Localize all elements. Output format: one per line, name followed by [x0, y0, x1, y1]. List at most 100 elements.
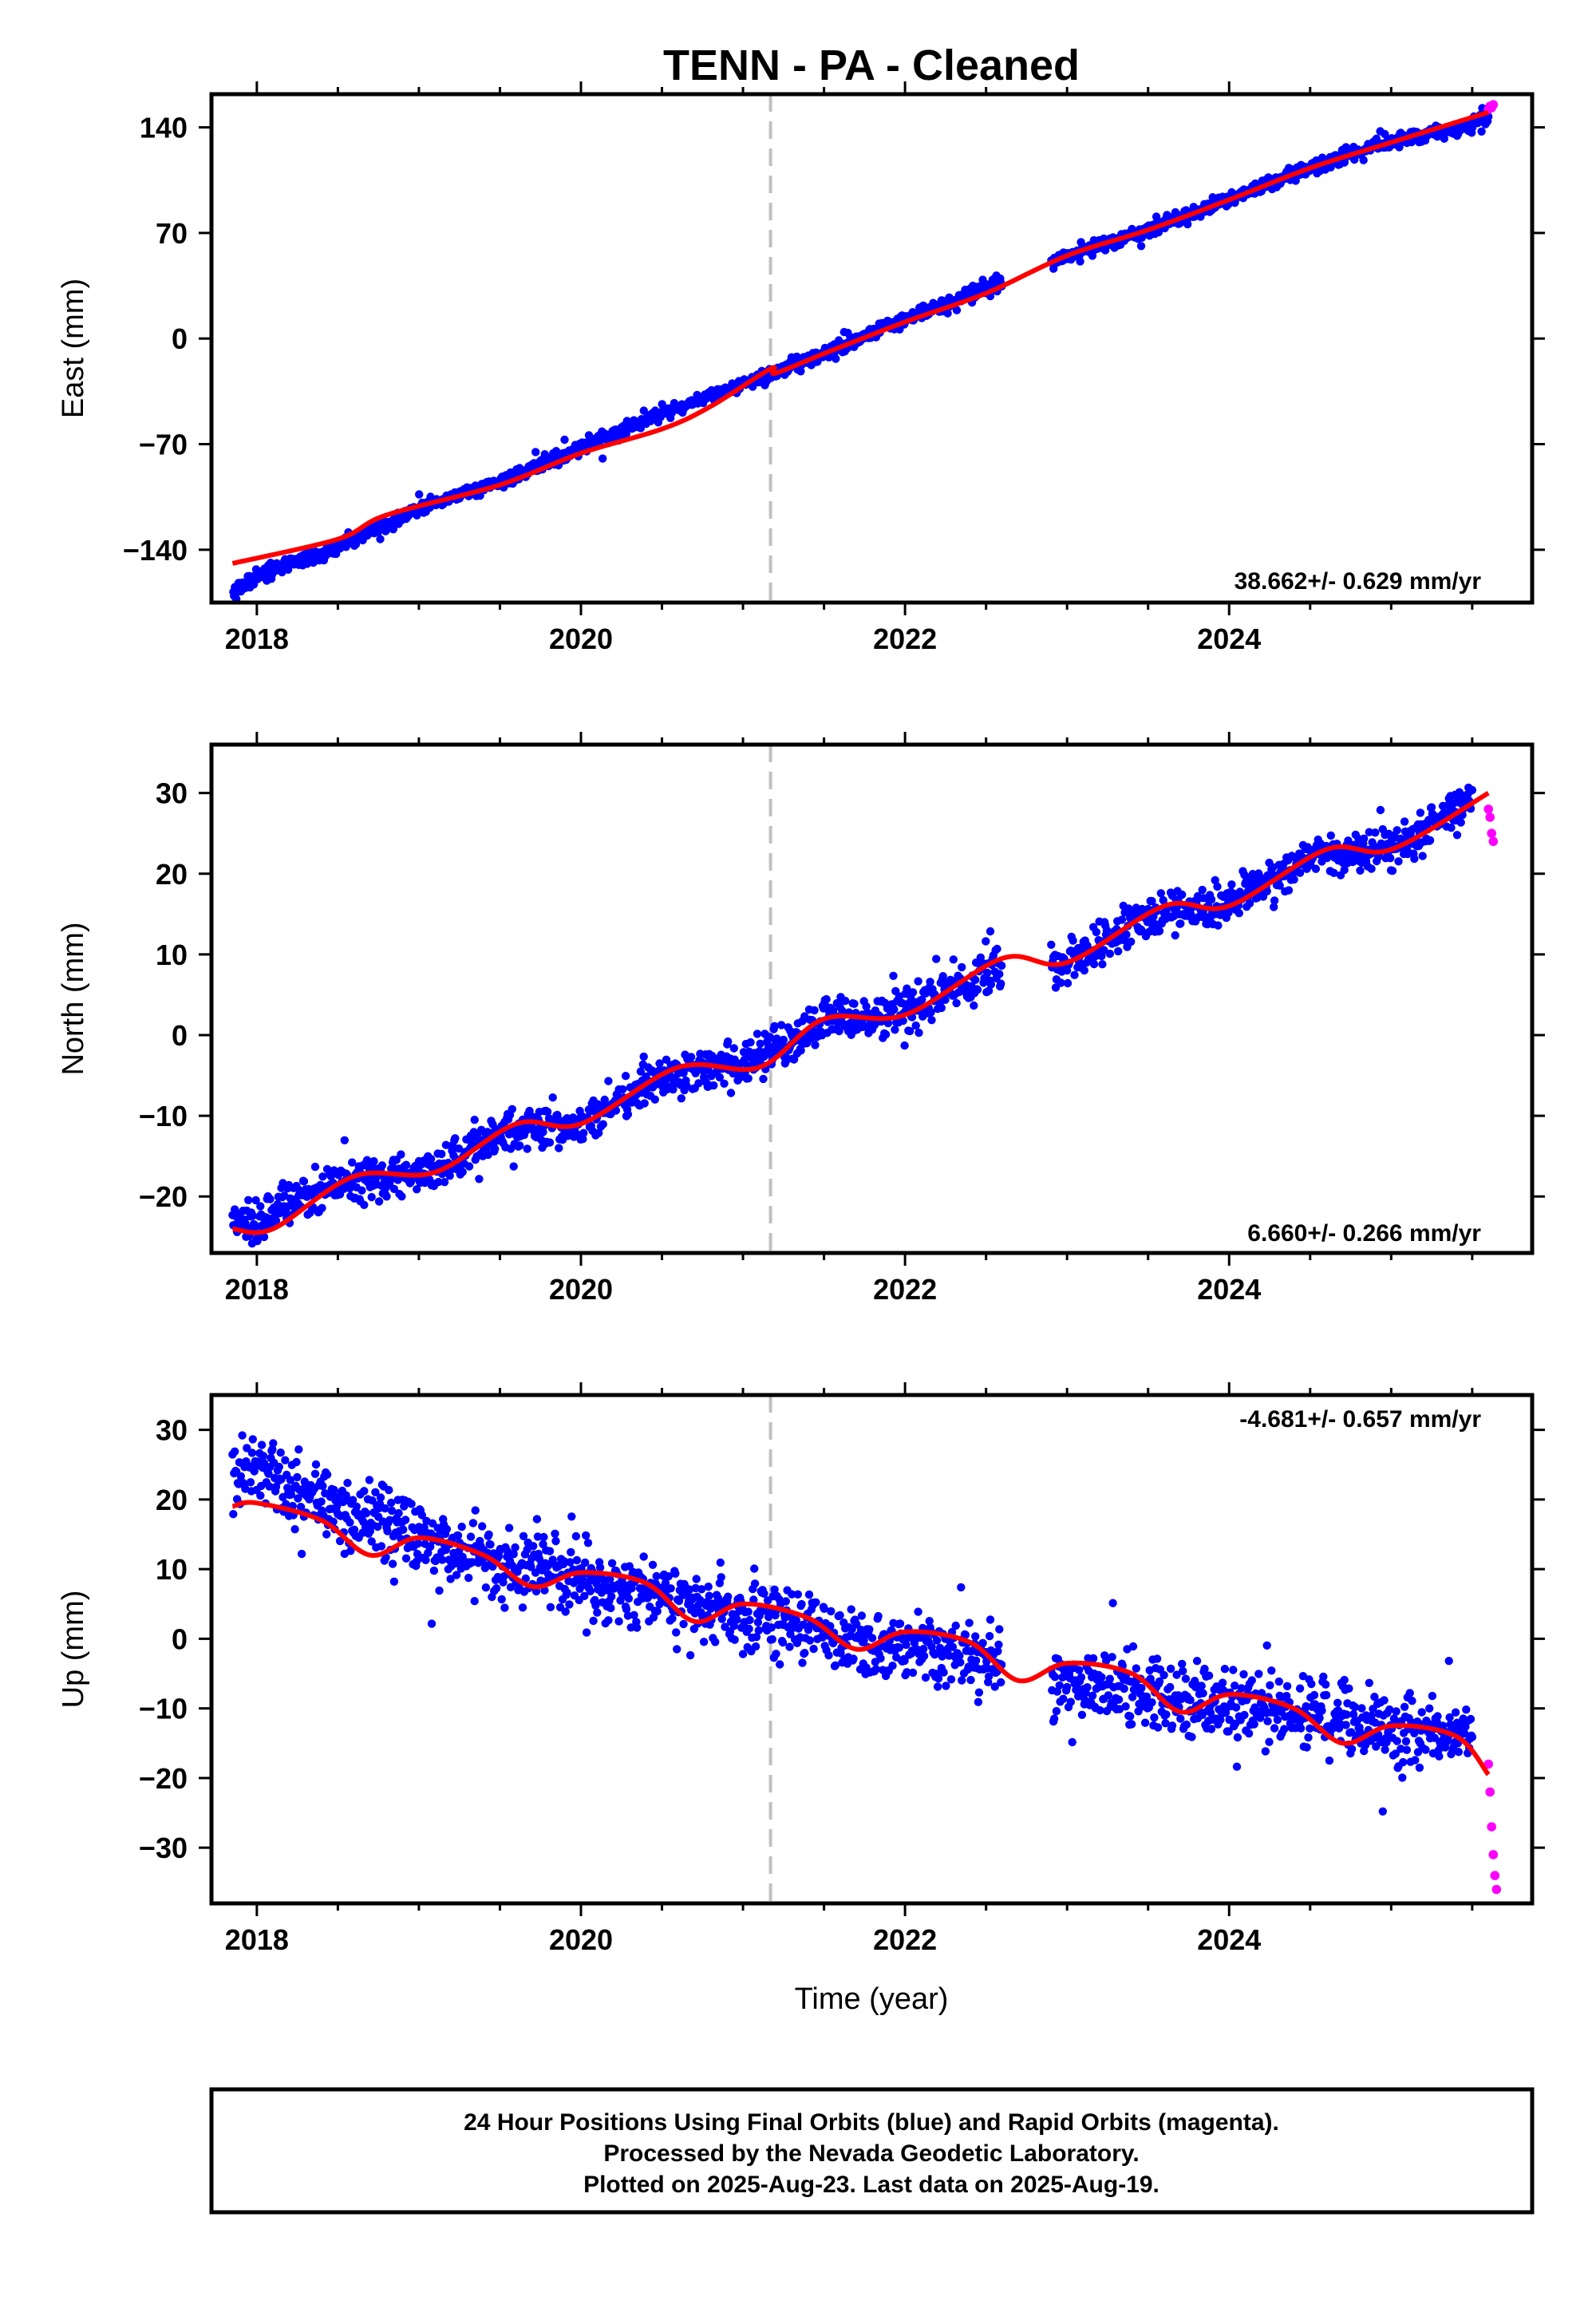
- rate-label: -4.681+/- 0.657 mm/yr: [1239, 1406, 1481, 1433]
- final-orbit-point: [908, 1668, 918, 1678]
- final-orbit-point: [871, 1665, 881, 1674]
- x-axis-title: Time (year): [795, 1982, 949, 2016]
- final-orbit-point: [822, 994, 831, 1004]
- y-tick-label: −140: [123, 534, 188, 567]
- final-orbit-point: [607, 1559, 617, 1568]
- final-orbit-point: [1417, 1708, 1426, 1717]
- final-orbit-point: [1077, 1710, 1087, 1719]
- final-orbit-point: [426, 1155, 436, 1164]
- final-orbit-point: [847, 1605, 855, 1614]
- final-orbit-point: [1080, 966, 1089, 975]
- final-orbit-point: [1386, 854, 1395, 863]
- final-orbit-point: [598, 454, 607, 463]
- final-orbit-point: [809, 1644, 818, 1654]
- final-orbit-point: [738, 1650, 748, 1658]
- final-orbit-point: [636, 1067, 646, 1076]
- final-orbit-point: [1275, 881, 1284, 890]
- final-orbit-point: [387, 1498, 396, 1508]
- final-orbit-point: [1214, 921, 1223, 930]
- final-orbit-point: [1263, 1717, 1272, 1725]
- final-orbit-point: [836, 1611, 844, 1620]
- x-tick-label: 2022: [873, 622, 937, 655]
- final-orbit-point: [1207, 1725, 1216, 1733]
- final-orbit-point: [1166, 1682, 1175, 1692]
- final-orbit-point: [653, 1607, 662, 1616]
- final-orbit-point: [1136, 242, 1146, 251]
- final-orbit-point: [508, 1105, 516, 1114]
- final-orbit-point: [1317, 1706, 1326, 1715]
- rapid-orbit-point: [1491, 1884, 1502, 1895]
- final-orbit-point: [367, 1537, 376, 1546]
- final-orbit-point: [1311, 864, 1321, 873]
- final-orbit-point: [1055, 1681, 1064, 1690]
- final-orbit-point: [582, 1531, 591, 1540]
- final-orbit-point: [471, 1506, 480, 1515]
- rate-label: 38.662+/- 0.629 mm/yr: [1235, 568, 1482, 595]
- final-orbit-point: [1365, 1678, 1374, 1687]
- final-orbit-point: [350, 1525, 359, 1535]
- final-orbit-point: [1132, 1664, 1141, 1673]
- final-orbit-point: [1066, 1697, 1076, 1706]
- final-orbit-point: [1447, 824, 1456, 832]
- final-orbit-point: [915, 1028, 923, 1037]
- final-orbit-point: [957, 1583, 966, 1592]
- final-orbit-point: [310, 1162, 320, 1172]
- final-orbit-point: [874, 1611, 883, 1621]
- final-orbit-point: [831, 1661, 840, 1670]
- final-orbit-point: [545, 1138, 555, 1147]
- final-orbit-point: [531, 1587, 541, 1596]
- final-orbit-point: [1052, 1706, 1061, 1716]
- final-orbit-point: [792, 1616, 801, 1625]
- final-orbit-point: [622, 1605, 631, 1614]
- final-orbit-point: [798, 1658, 807, 1667]
- final-orbit-point: [630, 1611, 638, 1620]
- final-orbit-point: [497, 1595, 506, 1604]
- final-orbit-point: [1128, 1642, 1138, 1651]
- final-orbit-point: [796, 1046, 805, 1055]
- final-orbit-point: [1200, 1664, 1209, 1674]
- final-orbit-point: [269, 1439, 278, 1448]
- final-orbit-point: [1148, 896, 1156, 906]
- final-orbit-point: [388, 1559, 397, 1568]
- final-orbit-point: [1398, 1773, 1407, 1782]
- y-tick-label: 0: [172, 322, 188, 355]
- final-orbit-point: [639, 1052, 648, 1061]
- final-orbit-point: [1105, 1674, 1115, 1683]
- y-tick-label: −10: [139, 1100, 188, 1132]
- final-orbit-point: [376, 1493, 385, 1502]
- final-orbit-point: [1392, 1707, 1400, 1716]
- final-orbit-point: [1181, 1674, 1191, 1683]
- final-orbit-point: [914, 977, 922, 986]
- final-orbit-point: [949, 955, 958, 964]
- final-orbit-point: [1342, 1710, 1351, 1719]
- final-orbit-point: [1134, 1707, 1143, 1716]
- final-orbit-point: [464, 1162, 474, 1171]
- final-orbit-point: [586, 1587, 595, 1596]
- final-orbit-point: [607, 1592, 616, 1601]
- final-orbit-point: [1329, 868, 1338, 878]
- final-orbit-point: [867, 1634, 877, 1642]
- y-tick-label: −30: [139, 1832, 188, 1864]
- final-orbit-point: [914, 1607, 922, 1616]
- final-orbit-point: [899, 1016, 907, 1026]
- final-orbit-point: [1452, 831, 1462, 840]
- final-orbit-point: [919, 1651, 929, 1661]
- final-orbit-point: [990, 1682, 999, 1691]
- final-orbit-point: [1370, 1693, 1379, 1701]
- final-orbit-point: [271, 1216, 281, 1225]
- final-orbit-point: [1270, 896, 1279, 905]
- final-orbit-point: [1059, 1694, 1068, 1703]
- final-orbit-point: [1233, 1733, 1242, 1742]
- final-orbit-point: [1385, 1705, 1394, 1714]
- final-orbit-point: [1391, 1749, 1400, 1758]
- final-orbit-point: [1114, 947, 1123, 956]
- final-orbit-point: [397, 1192, 406, 1201]
- final-orbit-point: [1227, 880, 1236, 889]
- final-orbit-point: [1076, 257, 1084, 266]
- final-orbit-point: [938, 972, 947, 981]
- final-orbit-point: [389, 1577, 399, 1587]
- final-orbit-point: [995, 1625, 1004, 1634]
- final-orbit-point: [1402, 1745, 1412, 1754]
- rapid-orbit-point: [1485, 1787, 1495, 1797]
- final-orbit-point: [900, 1041, 909, 1050]
